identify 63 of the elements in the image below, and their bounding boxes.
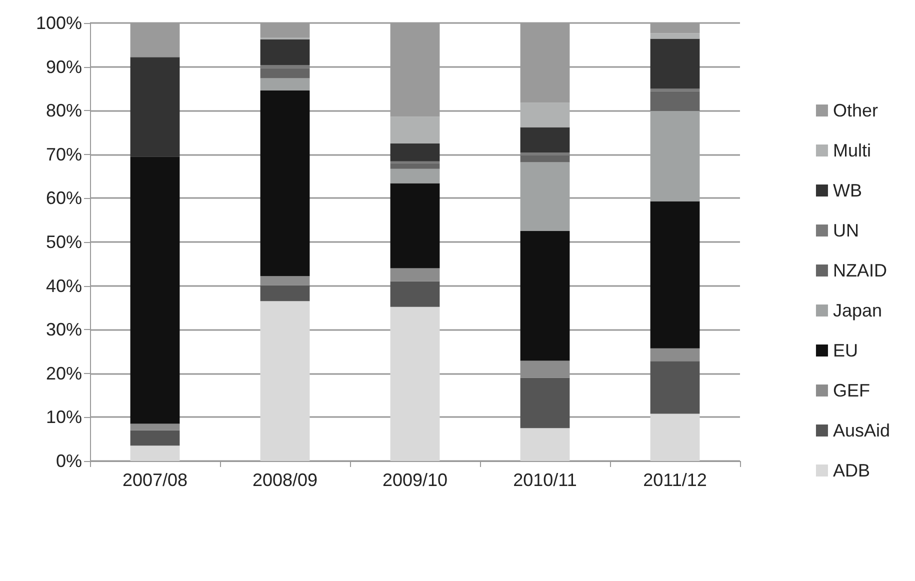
bar bbox=[520, 155, 570, 162]
legend-label: UN bbox=[832, 220, 859, 240]
legend-label: Multi bbox=[832, 140, 871, 160]
legend-label: Other bbox=[832, 100, 878, 120]
bar bbox=[520, 428, 570, 461]
legend-label: EU bbox=[832, 340, 858, 360]
bar bbox=[260, 39, 310, 66]
bar bbox=[520, 102, 570, 128]
y-tick-label: 100% bbox=[36, 13, 82, 33]
x-tick-label: 2008/09 bbox=[252, 470, 318, 490]
bar bbox=[390, 281, 440, 307]
bar bbox=[650, 88, 700, 92]
bar bbox=[520, 127, 570, 153]
bar bbox=[650, 348, 700, 362]
bar bbox=[260, 276, 310, 286]
bar bbox=[390, 268, 440, 282]
legend-label: AusAid bbox=[832, 420, 890, 440]
bar bbox=[390, 143, 440, 162]
bar bbox=[130, 156, 180, 424]
legend-label: ADB bbox=[832, 460, 870, 480]
bar bbox=[520, 378, 570, 428]
legend-label: WB bbox=[832, 180, 862, 200]
bar bbox=[650, 91, 700, 112]
y-tick-label: 10% bbox=[46, 407, 82, 428]
bar bbox=[650, 38, 700, 89]
legend-label: NZAID bbox=[832, 260, 887, 280]
bar bbox=[260, 301, 310, 461]
legend-label: Japan bbox=[832, 300, 882, 320]
y-tick-label: 80% bbox=[46, 100, 82, 121]
y-tick-label: 30% bbox=[46, 320, 82, 340]
x-tick-label: 2011/12 bbox=[643, 470, 707, 490]
x-tick-label: 2010/11 bbox=[513, 470, 577, 490]
bar bbox=[260, 65, 310, 68]
bar bbox=[390, 116, 440, 144]
x-tick-label: 2007/08 bbox=[122, 470, 188, 490]
bar bbox=[520, 231, 570, 361]
bar bbox=[130, 424, 180, 430]
bar bbox=[650, 201, 700, 348]
bar bbox=[390, 163, 440, 169]
bar bbox=[650, 361, 700, 414]
bar bbox=[650, 414, 700, 461]
y-tick-label: 40% bbox=[46, 276, 82, 296]
bar bbox=[260, 285, 310, 302]
bar bbox=[520, 152, 570, 156]
y-tick-label: 0% bbox=[56, 451, 82, 471]
bar bbox=[260, 78, 310, 90]
legend-label: GEF bbox=[832, 380, 870, 400]
x-tick-label: 2009/10 bbox=[382, 470, 448, 490]
y-tick-label: 20% bbox=[46, 363, 82, 384]
bar bbox=[130, 446, 180, 461]
bar bbox=[260, 90, 310, 276]
bar bbox=[260, 68, 310, 78]
bar bbox=[130, 430, 180, 446]
bar bbox=[390, 306, 440, 461]
y-tick-label: 90% bbox=[46, 56, 82, 77]
bar bbox=[130, 57, 180, 157]
y-tick-label: 50% bbox=[46, 232, 82, 252]
bar bbox=[390, 168, 440, 184]
bar bbox=[390, 183, 440, 268]
bar bbox=[650, 33, 700, 39]
y-tick-label: 60% bbox=[46, 188, 82, 208]
bar bbox=[520, 360, 570, 378]
y-tick-label: 70% bbox=[46, 144, 82, 164]
